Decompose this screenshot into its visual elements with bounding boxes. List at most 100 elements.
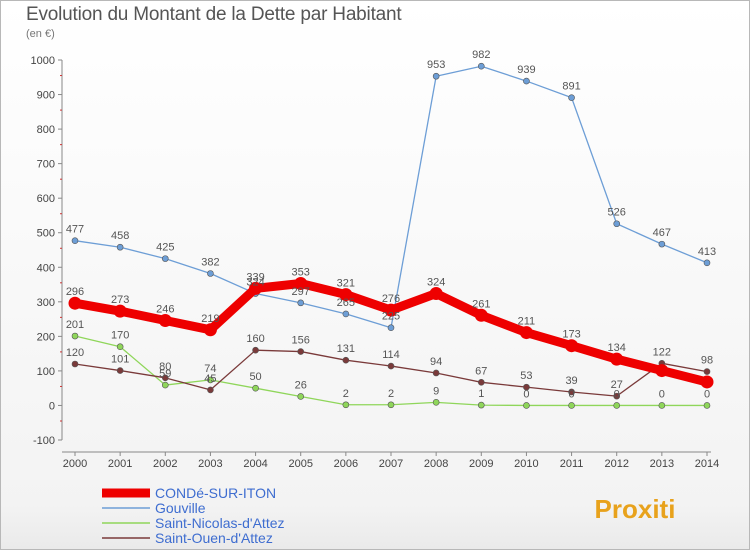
y-tick-label: 100 bbox=[37, 366, 55, 378]
data-label-saint-ouen-d-attez: 131 bbox=[337, 343, 355, 355]
data-label-gouville: 953 bbox=[427, 59, 445, 71]
data-label-saint-nicolas-d-attez: 74 bbox=[204, 363, 216, 375]
y-tick-label: 700 bbox=[37, 159, 55, 171]
x-tick-label: 2014 bbox=[695, 458, 719, 470]
data-label-conde-sur-iton: 353 bbox=[292, 267, 310, 279]
data-point-conde-sur-iton bbox=[519, 326, 533, 340]
x-tick-label: 2008 bbox=[424, 458, 448, 470]
legend-label-conde-sur-iton: CONDé-SUR-ITON bbox=[155, 485, 276, 501]
data-point-conde-sur-iton bbox=[158, 313, 172, 327]
data-point-gouville bbox=[523, 77, 530, 85]
data-point-saint-ouen-d-attez bbox=[613, 392, 621, 400]
data-point-saint-ouen-d-attez bbox=[116, 367, 124, 374]
data-point-saint-nicolas-d-attez bbox=[161, 381, 169, 389]
data-point-conde-sur-iton bbox=[339, 288, 353, 302]
data-label-gouville: 477 bbox=[66, 224, 84, 236]
data-point-conde-sur-iton bbox=[429, 287, 443, 301]
data-point-conde-sur-iton bbox=[610, 352, 624, 366]
data-label-saint-nicolas-d-attez: 9 bbox=[433, 385, 439, 397]
data-point-saint-nicolas-d-attez bbox=[477, 401, 485, 409]
y-tick-label: 200 bbox=[37, 331, 55, 343]
data-label-saint-nicolas-d-attez: 201 bbox=[66, 319, 84, 331]
chart-subtitle: (en €) bbox=[26, 28, 55, 40]
data-label-saint-ouen-d-attez: 98 bbox=[701, 355, 713, 367]
x-tick-label: 2007 bbox=[379, 458, 403, 470]
data-point-gouville bbox=[71, 237, 79, 244]
data-point-saint-nicolas-d-attez bbox=[252, 384, 259, 392]
x-tick-label: 2009 bbox=[469, 458, 493, 470]
data-label-conde-sur-iton: 134 bbox=[608, 342, 626, 354]
data-label-saint-ouen-d-attez: 101 bbox=[111, 354, 129, 366]
data-point-conde-sur-iton bbox=[565, 339, 579, 353]
series-layer bbox=[68, 62, 714, 409]
data-label-saint-nicolas-d-attez: 0 bbox=[614, 388, 620, 400]
data-point-conde-sur-iton bbox=[203, 323, 217, 337]
data-label-saint-nicolas-d-attez: 59 bbox=[159, 368, 171, 380]
data-point-gouville bbox=[116, 243, 124, 251]
data-label-gouville: 891 bbox=[562, 81, 580, 93]
data-label-saint-ouen-d-attez: 39 bbox=[565, 375, 577, 387]
data-point-conde-sur-iton bbox=[249, 281, 263, 295]
logo-text: Proxiti bbox=[595, 494, 676, 524]
data-label-gouville: 467 bbox=[653, 227, 671, 239]
data-point-saint-nicolas-d-attez bbox=[207, 376, 214, 384]
data-point-saint-nicolas-d-attez bbox=[342, 401, 350, 409]
data-label-conde-sur-iton: 173 bbox=[562, 329, 580, 341]
data-point-gouville bbox=[477, 62, 485, 70]
data-label-conde-sur-iton: 321 bbox=[337, 278, 355, 290]
y-tick-label: 900 bbox=[37, 90, 55, 102]
data-point-conde-sur-iton bbox=[474, 308, 488, 322]
data-label-saint-nicolas-d-attez: 26 bbox=[295, 379, 307, 391]
data-label-gouville: 225 bbox=[382, 311, 400, 323]
data-label-saint-ouen-d-attez: 122 bbox=[653, 346, 671, 358]
data-point-saint-ouen-d-attez bbox=[342, 356, 350, 364]
data-point-gouville bbox=[207, 270, 214, 277]
x-tick-label: 2012 bbox=[604, 458, 628, 470]
y-tick-label: 800 bbox=[37, 124, 55, 136]
data-label-saint-ouen-d-attez: 45 bbox=[204, 373, 216, 385]
y-tick-label: 300 bbox=[37, 297, 55, 309]
data-label-saint-ouen-d-attez: 67 bbox=[475, 365, 487, 377]
data-point-saint-ouen-d-attez bbox=[703, 368, 711, 375]
data-label-gouville: 425 bbox=[156, 242, 174, 254]
data-label-conde-sur-iton: 276 bbox=[382, 293, 400, 305]
data-point-conde-sur-iton bbox=[294, 277, 308, 291]
data-label-conde-sur-iton: 261 bbox=[472, 298, 490, 310]
data-label-saint-nicolas-d-attez: 50 bbox=[249, 371, 261, 383]
data-label-saint-nicolas-d-attez: 0 bbox=[704, 388, 710, 400]
data-point-saint-ouen-d-attez bbox=[432, 369, 440, 377]
data-point-saint-nicolas-d-attez bbox=[523, 402, 530, 409]
data-label-saint-ouen-d-attez: 53 bbox=[520, 370, 532, 382]
data-label-saint-ouen-d-attez: 27 bbox=[611, 379, 623, 391]
data-label-conde-sur-iton: 273 bbox=[111, 294, 129, 306]
data-point-gouville bbox=[432, 72, 440, 80]
data-label-conde-sur-iton: 339 bbox=[246, 271, 264, 283]
x-tick-label: 2006 bbox=[334, 458, 358, 470]
data-label-saint-ouen-d-attez: 156 bbox=[292, 335, 310, 347]
y-tick-label: 500 bbox=[37, 228, 55, 240]
data-label-saint-ouen-d-attez: 120 bbox=[66, 347, 84, 359]
data-label-gouville: 324 bbox=[246, 277, 264, 289]
data-label-saint-ouen-d-attez: 94 bbox=[430, 356, 442, 368]
data-point-saint-ouen-d-attez bbox=[252, 346, 259, 354]
data-point-saint-ouen-d-attez bbox=[71, 360, 79, 368]
legend-label-saint-nicolas-d-attez: Saint-Nicolas-d'Attez bbox=[155, 515, 285, 531]
data-label-saint-nicolas-d-attez: 170 bbox=[111, 330, 129, 342]
data-label-saint-nicolas-d-attez: 0 bbox=[659, 388, 665, 400]
x-tick-label: 2013 bbox=[650, 458, 674, 470]
data-point-saint-nicolas-d-attez bbox=[658, 402, 666, 409]
x-tick-label: 2004 bbox=[243, 458, 267, 470]
data-label-gouville: 297 bbox=[292, 286, 310, 298]
x-tick-label: 2000 bbox=[63, 458, 87, 470]
data-label-conde-sur-iton: 219 bbox=[201, 313, 219, 325]
y-tick-label: 0 bbox=[49, 400, 55, 412]
data-point-gouville bbox=[161, 255, 169, 262]
x-tick-label: 2002 bbox=[153, 458, 177, 470]
data-point-conde-sur-iton bbox=[700, 375, 714, 389]
legend-label-saint-ouen-d-attez: Saint-Ouen-d'Attez bbox=[155, 530, 273, 546]
data-point-gouville bbox=[297, 299, 305, 307]
data-point-saint-ouen-d-attez bbox=[297, 348, 305, 355]
data-point-gouville bbox=[613, 220, 621, 228]
